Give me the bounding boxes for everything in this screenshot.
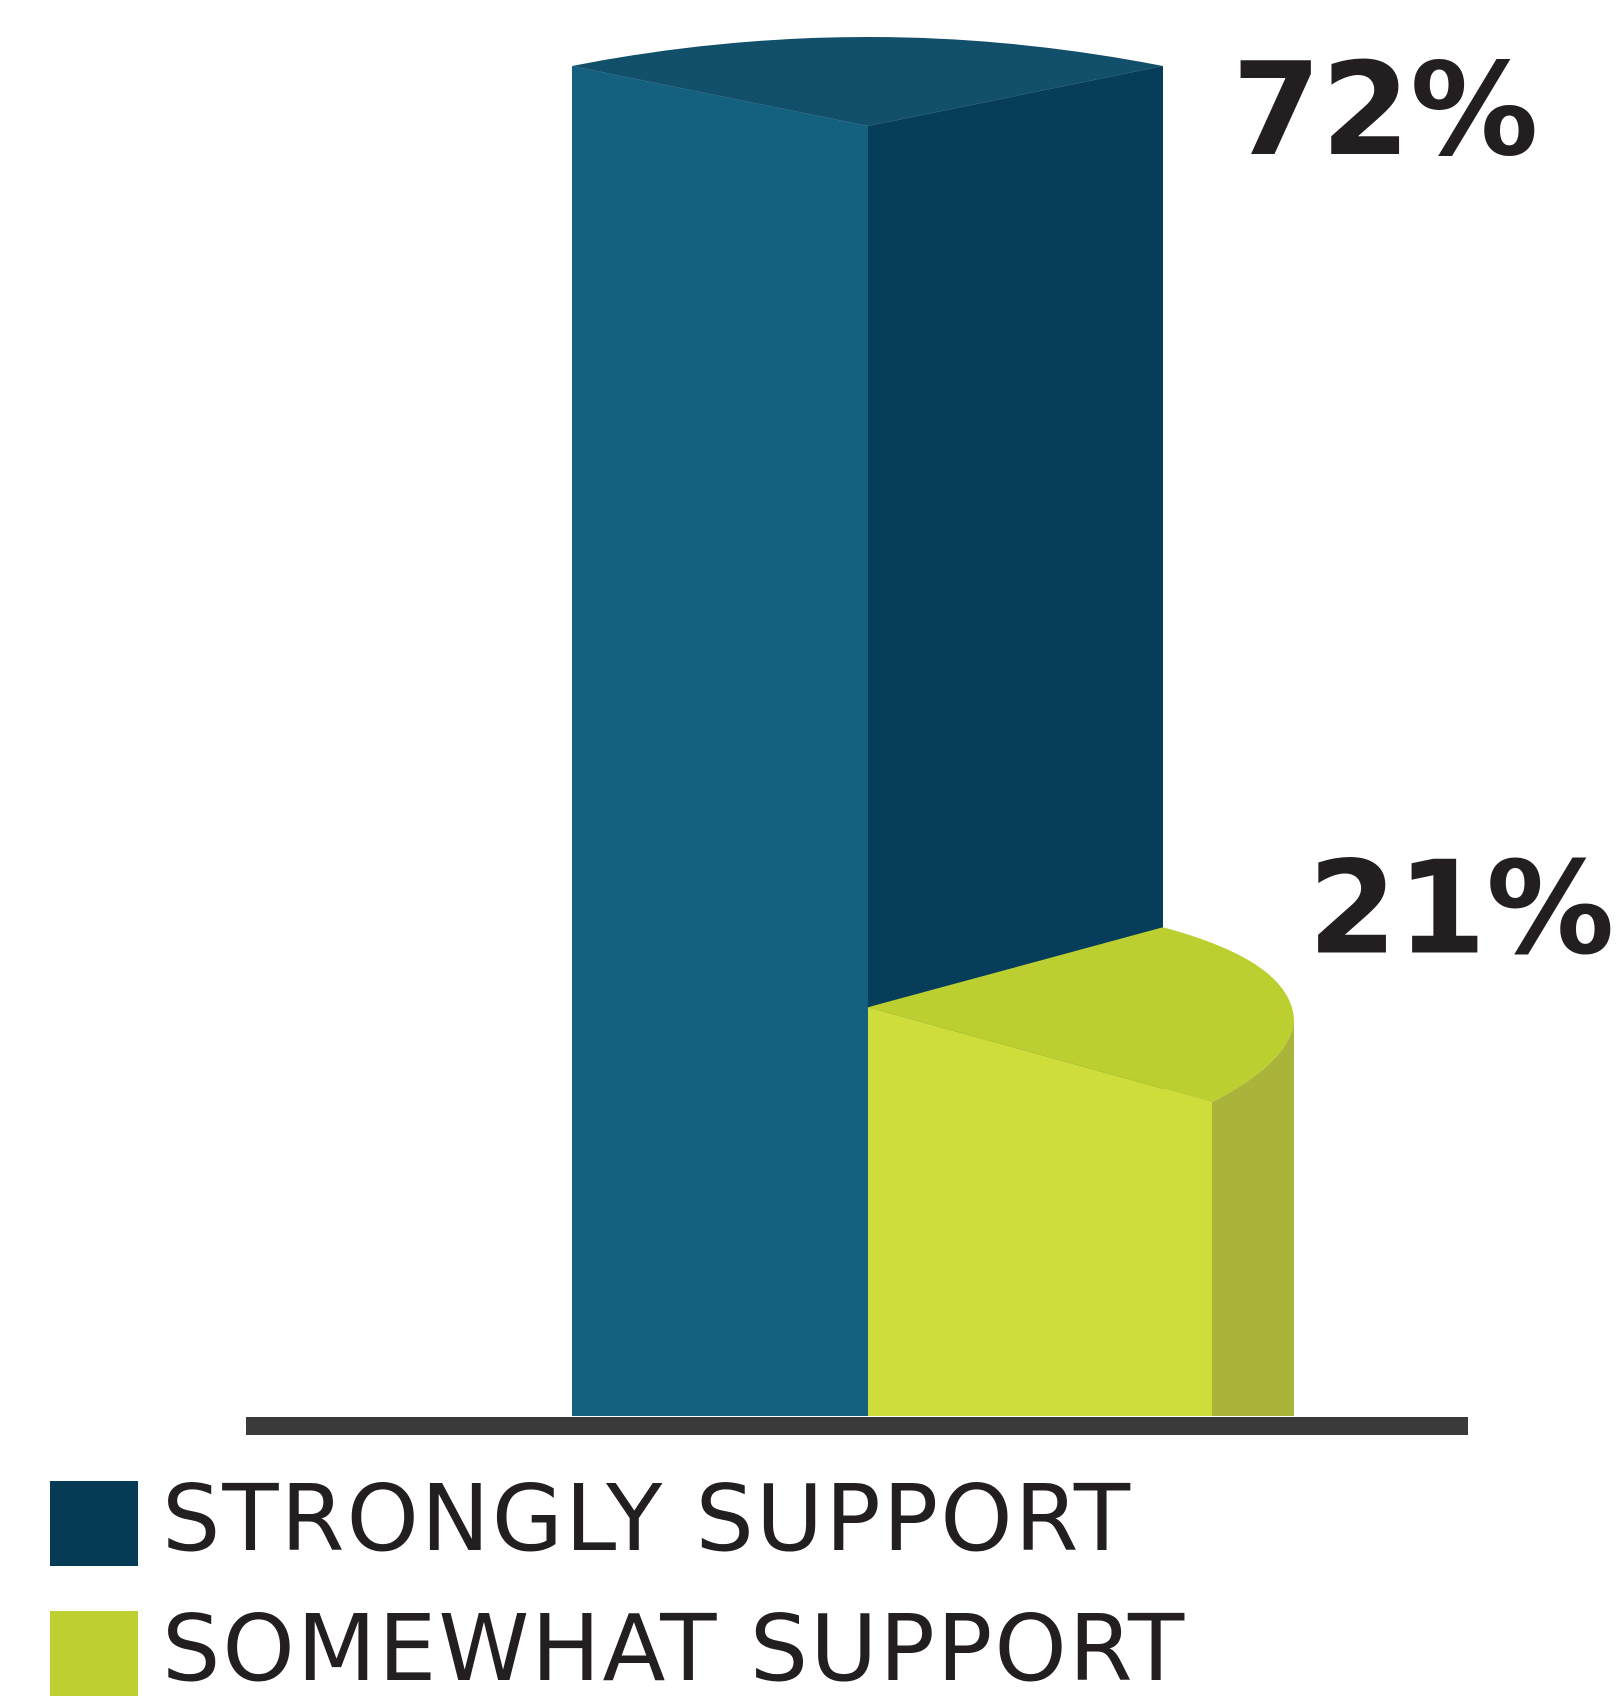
bar-somewhat-support-top [868, 927, 1294, 1103]
legend-swatch-somewhat-support [50, 1611, 138, 1696]
value-labels-layer: 72% 21% [1232, 36, 1614, 983]
bar-somewhat-support-face-side [1212, 1022, 1294, 1416]
bar-strongly-support-top [572, 37, 1163, 126]
legend-swatch-strongly-support [50, 1481, 138, 1566]
legend-label-strongly-support: STRONGLY SUPPORT [162, 1465, 1133, 1572]
bar-strongly-support-face-left [572, 66, 868, 1416]
legend-label-somewhat-support: SOMEWHAT SUPPORT [162, 1595, 1187, 1698]
legend-item-somewhat-support: SOMEWHAT SUPPORT [50, 1595, 1300, 1698]
legend: STRONGLY SUPPORT SOMEWHAT SUPPORT [50, 1465, 1300, 1698]
value-label-somewhat-support: 21% [1308, 834, 1614, 983]
bar-somewhat-support [868, 927, 1294, 1416]
bars-layer [572, 37, 1294, 1416]
bar-somewhat-support-face-front [868, 1007, 1212, 1416]
legend-item-strongly-support: STRONGLY SUPPORT [50, 1465, 1300, 1608]
value-label-strongly-support: 72% [1232, 36, 1538, 185]
